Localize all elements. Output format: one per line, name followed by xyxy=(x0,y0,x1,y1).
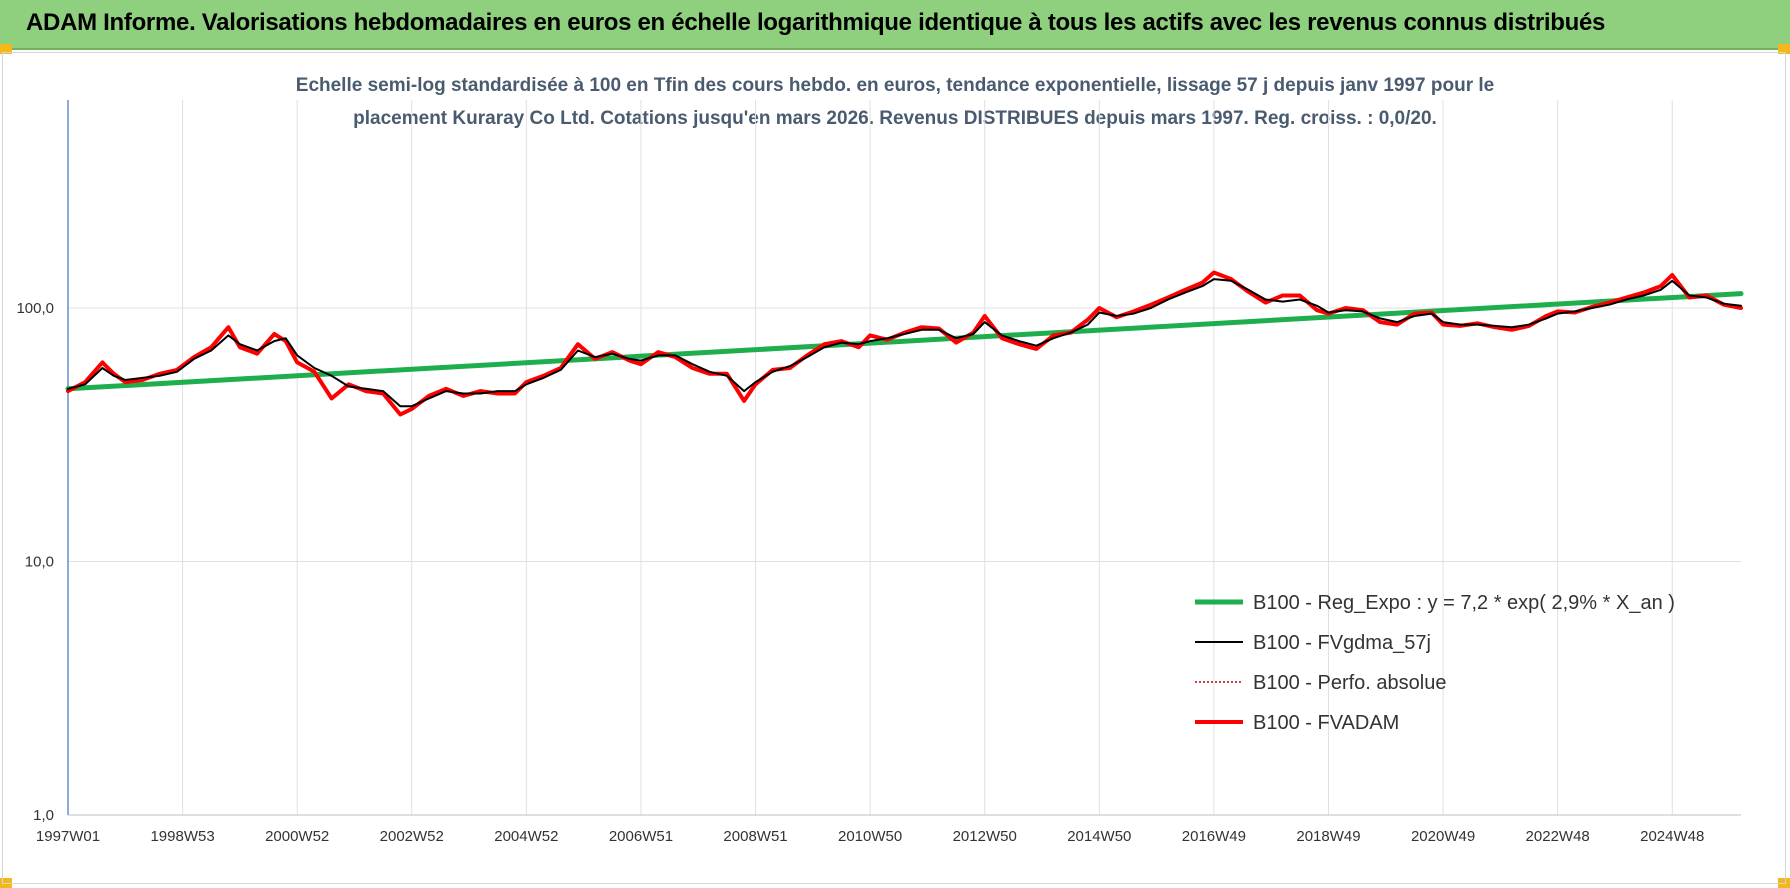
chart-subtitle-line-1: Echelle semi-log standardisée à 100 en T… xyxy=(296,75,1494,96)
x-tick-label: 2014W50 xyxy=(1067,828,1131,845)
series-reg-expo-line xyxy=(65,291,1744,392)
x-tick-label: 2016W49 xyxy=(1182,828,1246,845)
x-tick-label: 2020W49 xyxy=(1411,828,1475,845)
x-tick-label: 2024W48 xyxy=(1640,828,1704,845)
y-tick-label: 100,0 xyxy=(16,300,54,317)
x-tick-label: 2002W52 xyxy=(380,828,444,845)
legend-item-perfo-absolue: B100 - Perfo. absolue xyxy=(1195,672,1446,694)
y-tick-label: 10,0 xyxy=(25,554,54,571)
legend-label: B100 - Perfo. absolue xyxy=(1253,672,1446,694)
y-tick-label: 1,0 xyxy=(33,807,54,824)
report-header: ADAM Informe. Valorisations hebdomadaire… xyxy=(0,0,1790,50)
legend-item-fvgdma: B100 - FVgdma_57j xyxy=(1195,632,1431,654)
corner-marker-top-left xyxy=(0,44,12,54)
axis-layer: 1,0 10,0 100,0 1997W01 1998W53 2000W52 2002W52… xyxy=(16,100,1741,845)
semi-log-chart: Echelle semi-log standardisée à 100 en T… xyxy=(16,75,1744,845)
x-tick-label: 1997W01 xyxy=(36,828,100,845)
x-tick-label: 2004W52 xyxy=(494,828,558,845)
legend-label: B100 - FVADAM xyxy=(1253,712,1399,734)
x-tick-label: 1998W53 xyxy=(150,828,214,845)
chart-subtitle-line-2: placement Kuraray Co Ltd. Cotations jusq… xyxy=(353,108,1437,129)
x-tick-label: 2000W52 xyxy=(265,828,329,845)
grid-layer xyxy=(67,100,1741,816)
x-tick-label: 2022W48 xyxy=(1526,828,1590,845)
legend-item-reg-expo: B100 - Reg_Expo : y = 7,2 * exp( 2,9% * … xyxy=(1195,592,1675,614)
series-layer xyxy=(65,270,1744,417)
x-tick-label: 2012W50 xyxy=(953,828,1017,845)
x-tick-label: 2018W49 xyxy=(1296,828,1360,845)
x-tick-label: 2010W50 xyxy=(838,828,902,845)
report-title: ADAM Informe. Valorisations hebdomadaire… xyxy=(26,9,1606,36)
legend-label: B100 - Reg_Expo : y = 7,2 * exp( 2,9% * … xyxy=(1253,592,1675,614)
x-tick-label: 2008W51 xyxy=(723,828,787,845)
corner-marker-top-right xyxy=(1778,44,1790,54)
series-fvgdma-line xyxy=(67,278,1742,408)
legend-label: B100 - FVgdma_57j xyxy=(1253,632,1431,654)
x-tick-label: 2006W51 xyxy=(609,828,673,845)
chart-legend: B100 - Reg_Expo : y = 7,2 * exp( 2,9% * … xyxy=(1195,592,1675,734)
legend-item-fvadam: B100 - FVADAM xyxy=(1195,712,1399,734)
chart-frame: Echelle semi-log standardisée à 100 en T… xyxy=(2,52,1786,884)
